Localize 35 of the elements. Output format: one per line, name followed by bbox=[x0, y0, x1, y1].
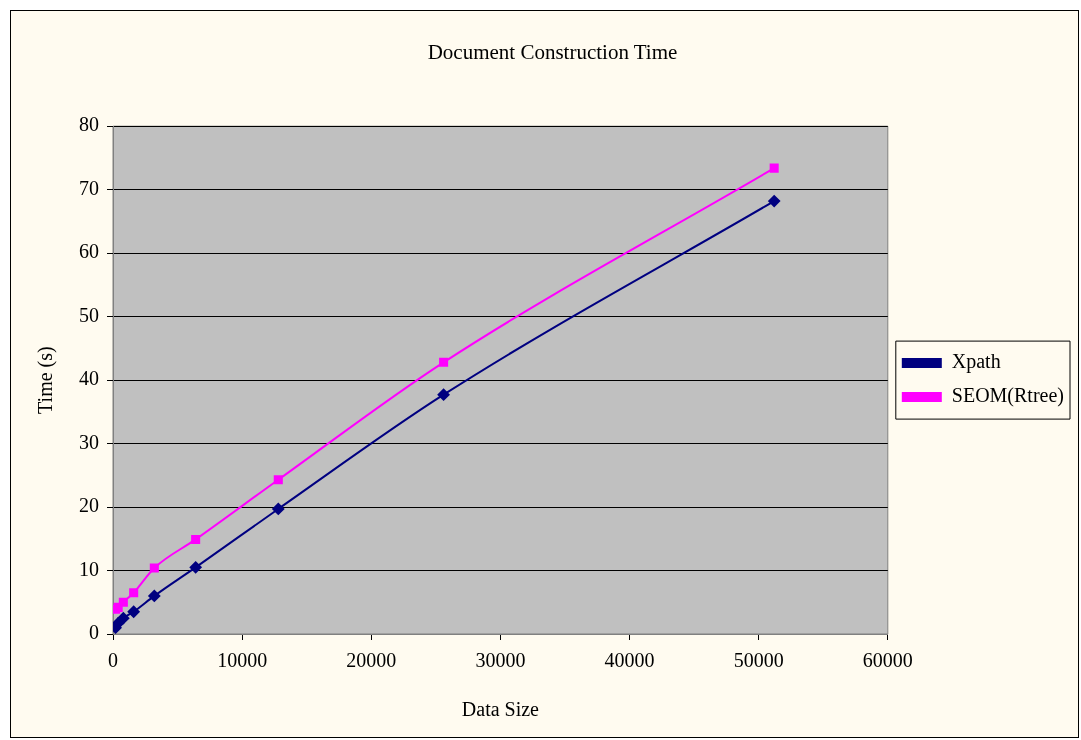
point bbox=[191, 534, 201, 544]
point bbox=[437, 388, 450, 401]
x-tick-label: 20000 bbox=[346, 649, 397, 672]
y-tick-label: 50 bbox=[79, 303, 99, 326]
y-tick-label: 0 bbox=[89, 621, 99, 644]
point bbox=[127, 605, 140, 618]
point bbox=[273, 475, 283, 485]
point bbox=[148, 589, 161, 602]
x-tick-label: 10000 bbox=[217, 649, 268, 672]
point bbox=[272, 502, 285, 515]
point bbox=[189, 561, 202, 574]
x-tick-label: 30000 bbox=[475, 649, 526, 672]
chart-title: Document Construction Time bbox=[427, 40, 678, 65]
point bbox=[118, 597, 128, 607]
x-tick-label: 40000 bbox=[604, 649, 655, 672]
point bbox=[129, 588, 139, 598]
legend-label: SEOM(Rtree) bbox=[951, 384, 1065, 408]
y-tick-label: 10 bbox=[79, 557, 99, 580]
x-axis-title: Data Size bbox=[461, 698, 540, 721]
y-axis-title: Time (s) bbox=[34, 346, 58, 414]
x-tick-label: 0 bbox=[108, 649, 118, 672]
point bbox=[439, 357, 449, 367]
point bbox=[149, 563, 159, 573]
point bbox=[117, 612, 130, 625]
y-tick-label: 20 bbox=[79, 494, 99, 517]
y-tick-label: 70 bbox=[79, 176, 99, 199]
x-tick-label: 60000 bbox=[862, 649, 913, 672]
y-tick-label: 60 bbox=[79, 240, 99, 263]
y-tick-label: 80 bbox=[79, 113, 99, 136]
y-tick-label: 40 bbox=[79, 367, 99, 390]
y-tick-label: 30 bbox=[79, 430, 99, 453]
x-tick-label: 50000 bbox=[733, 649, 784, 672]
legend-label: Xpath bbox=[951, 350, 1001, 374]
point bbox=[768, 195, 781, 208]
point bbox=[769, 163, 779, 173]
